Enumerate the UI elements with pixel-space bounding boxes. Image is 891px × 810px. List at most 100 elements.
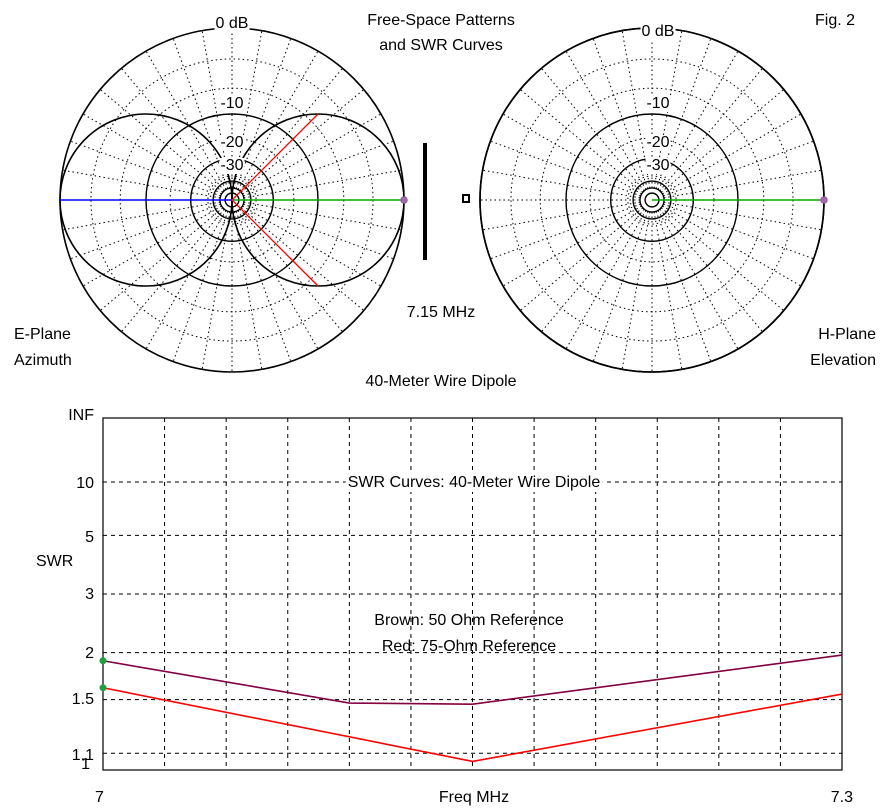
- e-plane-grid-spoke: [240, 207, 365, 311]
- h-plane-ring-label-10: -10: [645, 95, 671, 112]
- e-plane-grid-spoke: [239, 208, 343, 333]
- h-plane-grid-spoke: [659, 67, 763, 192]
- h-plane-grid-spoke: [490, 140, 641, 197]
- e-plane-grid-spoke: [145, 210, 227, 350]
- h-plane-grid-spoke: [541, 67, 645, 192]
- e-plane-grid-spoke: [121, 208, 225, 333]
- e-plane-beamwidth-ray: [231, 113, 319, 201]
- h-plane-grid-spoke: [657, 210, 739, 350]
- e-plane-grid-spoke: [242, 205, 382, 287]
- h-plane-grid-spoke: [663, 201, 822, 231]
- e-plane-grid-spoke: [99, 207, 224, 311]
- h-plane-grid-spoke: [663, 203, 814, 260]
- e-plane-ring-label-30: -30: [219, 157, 245, 174]
- h-plane-grid-spoke: [565, 210, 647, 350]
- e-plane-grid-spoke: [82, 205, 222, 287]
- figure-number: Fig. 2: [815, 12, 856, 29]
- h-plane-polar-plot: [479, 27, 828, 373]
- h-plane-grid-spoke: [490, 203, 641, 260]
- swr-chart: [99, 417, 843, 771]
- swr-y-tick-1-1: 1.1: [71, 747, 94, 764]
- h-plane-grid-ring: [510, 58, 794, 342]
- swr-legend-line1: Brown: 50 Ohm Reference: [374, 612, 564, 629]
- e-plane-grid-spoke: [172, 211, 229, 362]
- h-plane-grid-spoke: [662, 205, 802, 287]
- dipole-end-view-icon: [462, 194, 470, 203]
- e-plane-grid-spoke: [145, 50, 227, 190]
- swr-y-tick-10: 10: [76, 475, 94, 492]
- dipole-symbol: [423, 143, 470, 260]
- e-plane-grid-spoke: [62, 169, 221, 199]
- h-plane-grid-spoke: [502, 205, 642, 287]
- e-plane-grid-spoke: [239, 67, 343, 192]
- swr-x-tick-7-3: 7.3: [830, 789, 853, 806]
- h-plane-grid-spoke: [502, 113, 642, 195]
- e-plane-label-line1: E-Plane: [14, 326, 71, 343]
- h-plane-grid-spoke: [565, 50, 647, 190]
- e-plane-grid-spoke: [237, 50, 319, 190]
- h-plane-grid-spoke: [653, 211, 683, 370]
- e-plane-grid-spoke: [233, 211, 263, 370]
- e-plane-max-gain-dot: [400, 196, 408, 204]
- h-plane-max-gain-dot: [820, 196, 828, 204]
- h-plane-grid-spoke: [519, 89, 644, 193]
- figure-title-line2: and SWR Curves: [379, 37, 503, 54]
- e-plane-grid-spoke: [82, 113, 222, 195]
- frequency-label: 7.15 MHz: [406, 304, 476, 321]
- h-plane-grid-spoke: [541, 208, 645, 333]
- swr-legend-line2: Red: 75-Ohm Reference: [381, 638, 557, 655]
- swr-y-tick-1: 1: [81, 756, 90, 773]
- antenna-label: 40-Meter Wire Dipole: [365, 373, 517, 390]
- h-plane-ring-label-0db: 0 dB: [640, 23, 676, 40]
- h-plane-grid-spoke: [519, 207, 644, 311]
- e-plane-beamwidth-ray: [231, 199, 319, 287]
- swr-series-75-ohm: [102, 686, 843, 763]
- e-plane-label-line2: Azimuth: [14, 352, 72, 369]
- e-plane-grid-spoke: [243, 201, 402, 231]
- swr-chart-title: SWR Curves: 40-Meter Wire Dipole: [345, 474, 603, 492]
- h-plane-grid-spoke: [592, 211, 649, 362]
- swr-y-tick-5: 5: [85, 529, 94, 546]
- e-plane-grid-spoke: [237, 210, 319, 350]
- h-plane-grid-spoke: [655, 211, 712, 362]
- h-plane-grid-spoke: [659, 208, 763, 333]
- e-plane-grid-spoke: [99, 89, 224, 193]
- e-plane-grid-spoke: [243, 203, 394, 260]
- e-plane-grid-spoke: [243, 140, 394, 197]
- swr-y-tick-2: 2: [85, 645, 94, 662]
- h-plane-ring-label-20: -20: [645, 134, 671, 151]
- figure-title-line1: Free-Space Patterns: [367, 12, 515, 29]
- e-plane-polar-plot: [59, 27, 408, 373]
- h-plane-grid-spoke: [482, 201, 641, 231]
- e-plane-grid-spoke: [62, 201, 221, 231]
- swr-start-marker-50-ohm: [99, 657, 107, 665]
- h-plane-grid-spoke: [592, 38, 649, 189]
- e-plane-grid-spoke: [70, 140, 221, 197]
- h-plane-grid-spoke: [662, 113, 802, 195]
- swr-y-tick-3: 3: [85, 586, 94, 603]
- swr-y-tick-inf: INF: [68, 407, 94, 424]
- h-plane-label-line1: H-Plane: [818, 326, 876, 343]
- h-plane-grid-spoke: [621, 211, 651, 370]
- swr-y-tick-1-5: 1.5: [71, 691, 94, 708]
- swr-x-axis-label: Freq MHz: [438, 789, 510, 806]
- h-plane-grid-spoke: [663, 140, 814, 197]
- swr-start-marker-75-ohm: [99, 684, 107, 692]
- e-plane-ring-label-10: -10: [219, 95, 245, 112]
- e-plane-grid-spoke: [121, 67, 225, 192]
- e-plane-ring-label-20: -20: [219, 134, 245, 151]
- h-plane-label-line2: Elevation: [810, 352, 876, 369]
- swr-x-tick-7: 7: [95, 789, 104, 806]
- swr-series-50-ohm: [102, 654, 843, 705]
- e-plane-grid-spoke: [201, 211, 231, 370]
- e-plane-grid-spoke: [242, 113, 382, 195]
- h-plane-ring-label-30: -30: [645, 157, 671, 174]
- h-plane-grid-spoke: [660, 89, 785, 193]
- h-plane-grid-spoke: [482, 169, 641, 199]
- swr-y-axis-label: SWR: [36, 553, 74, 570]
- e-plane-grid-spoke: [70, 203, 221, 260]
- e-plane-grid-spoke: [235, 211, 292, 362]
- e-plane-ring-label-0db: 0 dB: [214, 15, 250, 32]
- e-plane-grid-spoke: [240, 89, 365, 193]
